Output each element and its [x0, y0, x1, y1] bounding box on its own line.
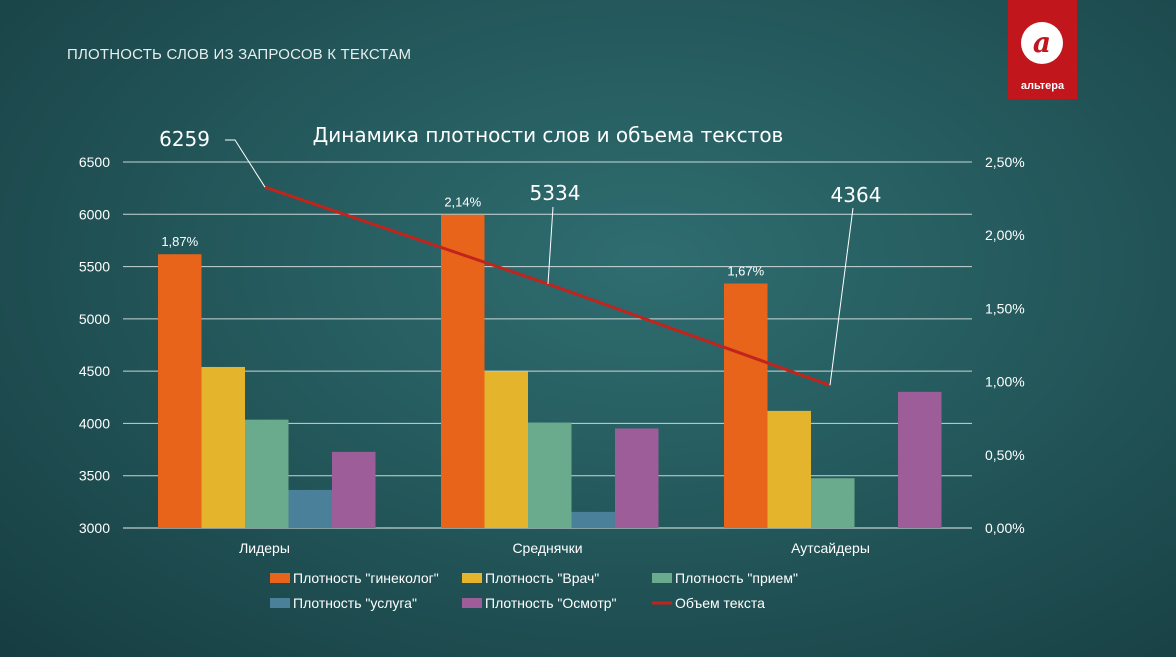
bar-reception — [811, 478, 855, 528]
y2-tick-label: 1,50% — [985, 300, 1025, 316]
logo-circle: а — [1021, 22, 1063, 64]
bar-gynecologist — [724, 283, 768, 528]
bar-gynecologist — [158, 254, 202, 528]
callout-leader-line — [225, 139, 266, 188]
bar-exam — [898, 391, 942, 528]
x-category-label: Лидеры — [239, 540, 290, 556]
bar-doctor — [201, 366, 245, 528]
logo-icon: а — [1032, 26, 1052, 59]
bar-doctor — [484, 371, 528, 528]
legend-swatch — [462, 573, 482, 583]
y-tick-label: 6500 — [79, 154, 110, 170]
bar-doctor — [767, 410, 811, 528]
bar-exam — [615, 428, 659, 528]
legend-swatch — [270, 573, 290, 583]
y-tick-label: 6000 — [79, 206, 110, 222]
callout-leader-line — [547, 206, 554, 284]
legend-label: Плотность "гинеколог" — [293, 570, 439, 586]
y-tick-label: 4000 — [79, 415, 110, 431]
logo-text: альтера — [1020, 80, 1065, 92]
y-tick-label: 3000 — [79, 520, 110, 536]
brand-logo[interactable]: а альтера — [1008, 0, 1077, 99]
line-data-label: 6259 — [159, 127, 210, 151]
bar-data-label: 2,14% — [444, 195, 481, 210]
y2-tick-label: 0,50% — [985, 447, 1025, 463]
chart-title: Динамика плотности слов и объема текстов — [313, 123, 784, 147]
x-category-label: Среднячки — [512, 540, 582, 556]
y2-tick-label: 1,00% — [985, 374, 1025, 390]
legend-swatch — [652, 573, 672, 583]
y2-tick-label: 0,00% — [985, 520, 1025, 536]
y-tick-label: 5500 — [79, 259, 110, 275]
y2-tick-label: 2,50% — [985, 154, 1025, 170]
legend-label: Плотность "Врач" — [485, 570, 599, 586]
legend-label: Плотность "Осмотр" — [485, 595, 617, 611]
y2-tick-label: 2,00% — [985, 227, 1025, 243]
slide-title: ПЛОТНОСТЬ СЛОВ ИЗ ЗАПРОСОВ К ТЕКСТАМ — [67, 46, 412, 63]
bar-gynecologist — [441, 214, 485, 529]
x-category-label: Аутсайдеры — [791, 540, 870, 556]
y-tick-label: 3500 — [79, 468, 110, 484]
bar-service — [571, 511, 615, 528]
legend-label: Объем текста — [675, 595, 765, 611]
y-tick-label: 4500 — [79, 363, 110, 379]
y-tick-label: 5000 — [79, 311, 110, 327]
line-data-label: 4364 — [831, 183, 882, 207]
legend-label: Плотность "прием" — [675, 570, 798, 586]
legend-swatch — [270, 598, 290, 608]
bar-data-label: 1,67% — [727, 264, 764, 279]
bar-data-label: 1,87% — [161, 234, 198, 249]
bar-reception — [245, 419, 289, 528]
callout-leader-line — [829, 207, 854, 386]
bar-reception — [528, 422, 572, 528]
bar-service — [288, 489, 332, 528]
legend-label: Плотность "услуга" — [293, 595, 417, 611]
line-data-label: 5334 — [530, 181, 581, 205]
legend-swatch — [462, 598, 482, 608]
bar-exam — [332, 451, 376, 528]
